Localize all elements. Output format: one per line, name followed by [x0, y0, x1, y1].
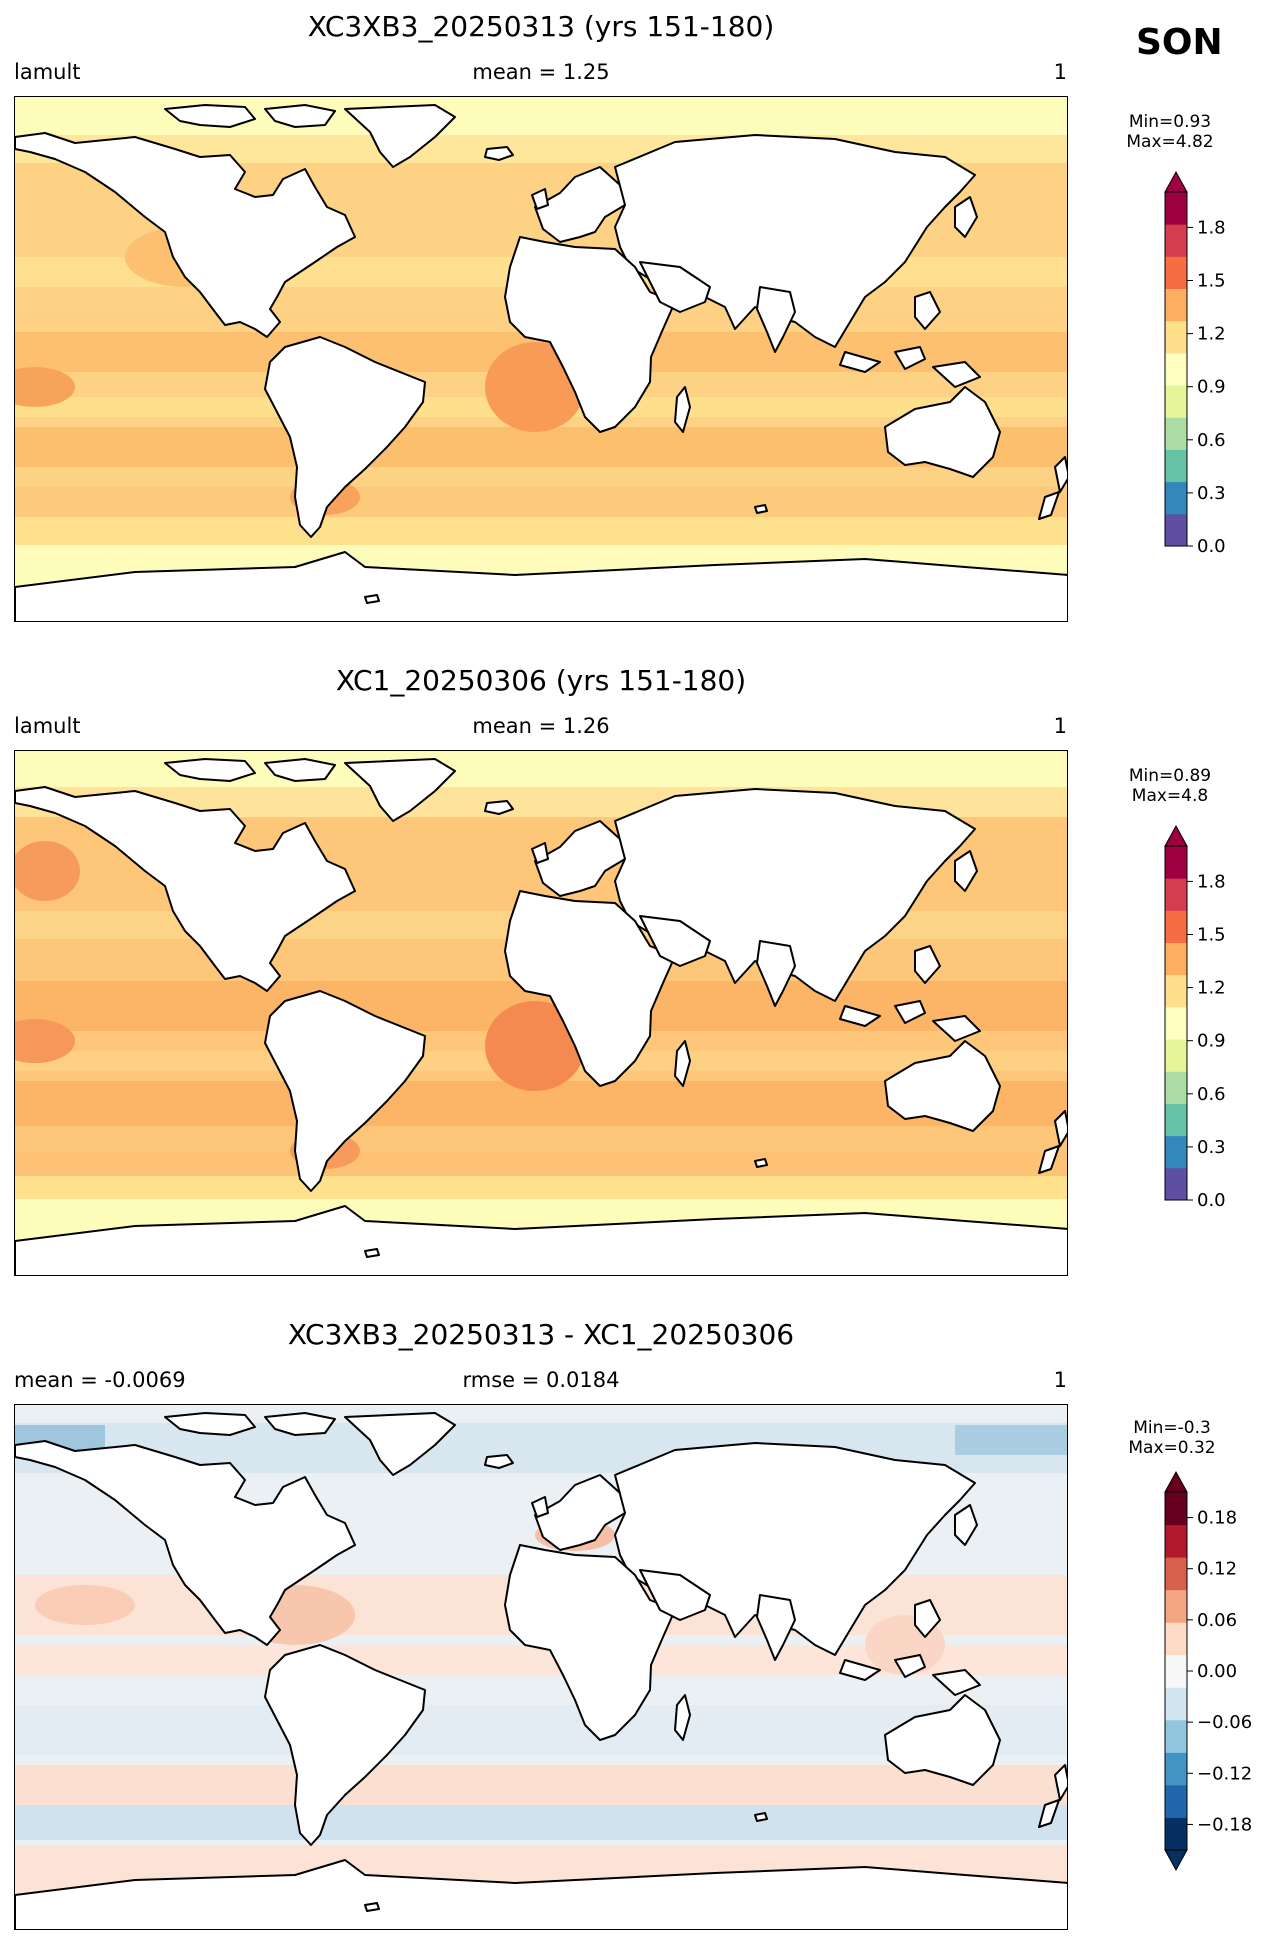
colorbar-extend-max [1164, 1470, 1188, 1493]
panel-1-max: Max=4.82 [1126, 132, 1214, 152]
colorbar-segment [1165, 1654, 1187, 1688]
colorbar-segment [1165, 1752, 1187, 1786]
panel-2-min: Min=0.89 [1128, 766, 1212, 786]
colorbar-segment [1165, 910, 1187, 944]
panel-3-max: Max=0.32 [1128, 1438, 1216, 1458]
panel-1-map-svg [15, 97, 1067, 621]
panel-2-colorbar: 0.0 0.3 0.6 0.9 1.2 1.5 1.8 [1164, 824, 1226, 1211]
colorbar-segment [1165, 1492, 1187, 1526]
colorbar-tick-label: 0.0 [1197, 1190, 1226, 1211]
colorbar-tick-label: −0.06 [1197, 1712, 1252, 1733]
colorbar-segment [1165, 449, 1187, 483]
panel-3-title: XC3XB3_20250313 - XC1_20250306 [287, 1318, 795, 1351]
colorbar-tick-label: 0.00 [1197, 1661, 1237, 1682]
colorbar-tick-label: 0.06 [1197, 1610, 1237, 1631]
colorbar-segment [1165, 878, 1187, 911]
colorbar-tick-label: −0.18 [1197, 1814, 1252, 1835]
colorbar-segment [1165, 1167, 1187, 1201]
colorbar-segment [1165, 974, 1187, 1008]
colorbar-tick-label: 1.5 [1197, 271, 1226, 292]
colorbar-segment [1165, 1557, 1187, 1591]
colorbar-segment [1165, 352, 1187, 386]
colorbar-tick-label: 0.3 [1197, 1137, 1226, 1158]
colorbar-tick-label: 0.9 [1197, 377, 1226, 398]
colorbar-segment [1165, 846, 1187, 879]
panel-2-title: XC1_20250306 (yrs 151-180) [335, 664, 747, 697]
panel-3-colorbar: −0.18 −0.12 −0.06 0.00 0.06 0.12 0.18 [1164, 1470, 1252, 1872]
colorbar-frame [1164, 845, 1188, 1201]
colorbar-frame [1164, 191, 1188, 547]
colorbar-segment [1165, 1135, 1187, 1169]
panel-1-mean-label: mean = 1.25 [472, 60, 610, 84]
colorbar-segment [1165, 417, 1187, 450]
colorbar-segment [1165, 1687, 1187, 1721]
colorbar-segment [1165, 224, 1187, 257]
colorbar-tick-label: 0.3 [1197, 483, 1226, 504]
colorbar-segment [1165, 1524, 1187, 1558]
colorbar-segment [1165, 1817, 1187, 1851]
panel-1-title: XC3XB3_20250313 (yrs 151-180) [307, 10, 775, 43]
colorbar-segment [1165, 1784, 1187, 1818]
colorbar-tick-label: 0.0 [1197, 536, 1226, 557]
panel-3-min: Min=-0.3 [1133, 1418, 1211, 1438]
panel-1-colorbar: 0.0 0.3 0.6 0.9 1.2 1.5 1.8 [1164, 170, 1226, 557]
panel-2-minmax: Min=0.89 Max=4.8 [1129, 766, 1211, 806]
colorbar-segment [1165, 1622, 1187, 1656]
colorbar-tick-label: 0.9 [1197, 1031, 1226, 1052]
colorbar-tick-label: 0.18 [1197, 1508, 1237, 1529]
panel-2-variable-label: lamult [14, 714, 81, 738]
panel-3-units-label: 1 [1053, 1368, 1067, 1392]
colorbar-segment [1165, 1039, 1187, 1072]
colorbar-extend-max [1164, 824, 1188, 847]
colorbar-segment [1165, 1103, 1187, 1137]
colorbar-tick-label: 1.8 [1197, 871, 1226, 892]
panel-2-map [14, 750, 1068, 1276]
colorbar-tick-label: 0.6 [1197, 430, 1226, 451]
panel-3-rmse-label: rmse = 0.0184 [462, 1368, 620, 1392]
colorbar-segment [1165, 288, 1187, 322]
colorbar-segment [1165, 1719, 1187, 1753]
colorbar-tick-label: −0.12 [1197, 1763, 1252, 1784]
panel-1-variable-label: lamult [14, 60, 81, 84]
colorbar-extend-min [1164, 1849, 1188, 1872]
colorbar-segment [1165, 320, 1187, 354]
panel-1-map [14, 96, 1068, 622]
colorbar-tick-label: 1.2 [1197, 324, 1226, 345]
colorbar-segment [1165, 481, 1187, 515]
colorbar-tick-label: 1.8 [1197, 217, 1226, 238]
colorbar-segment [1165, 1071, 1187, 1104]
colorbar-segment [1165, 385, 1187, 418]
panel-2-mean-label: mean = 1.26 [472, 714, 610, 738]
panel-2-units-label: 1 [1053, 714, 1067, 738]
colorbar-extend-max [1164, 170, 1188, 193]
colorbar-segment [1165, 256, 1187, 290]
colorbar-tick-label: 1.5 [1197, 925, 1226, 946]
panel-3-map [14, 1404, 1068, 1930]
panel-3-map-svg [15, 1405, 1067, 1929]
colorbar-tick-label: 1.2 [1197, 978, 1226, 999]
panel-3-minmax: Min=-0.3 Max=0.32 [1128, 1418, 1215, 1458]
season-label: SON [1136, 22, 1223, 63]
panel-2-max: Max=4.8 [1131, 786, 1209, 806]
colorbar-segment [1165, 942, 1187, 976]
colorbar-tick-label: 0.6 [1197, 1084, 1226, 1105]
colorbar-tick-label: 0.12 [1197, 1559, 1237, 1580]
panel-1-minmax: Min=0.93 Max=4.82 [1126, 112, 1213, 152]
colorbar-segment [1165, 1589, 1187, 1623]
colorbar-segment [1165, 1006, 1187, 1040]
panel-1-min: Min=0.93 [1128, 112, 1212, 132]
panel-3-mean-label: mean = -0.0069 [14, 1368, 186, 1392]
colorbar-segment [1165, 192, 1187, 225]
panel-1-units-label: 1 [1053, 60, 1067, 84]
colorbar-segment [1165, 513, 1187, 547]
panel-2-map-svg [15, 751, 1067, 1275]
